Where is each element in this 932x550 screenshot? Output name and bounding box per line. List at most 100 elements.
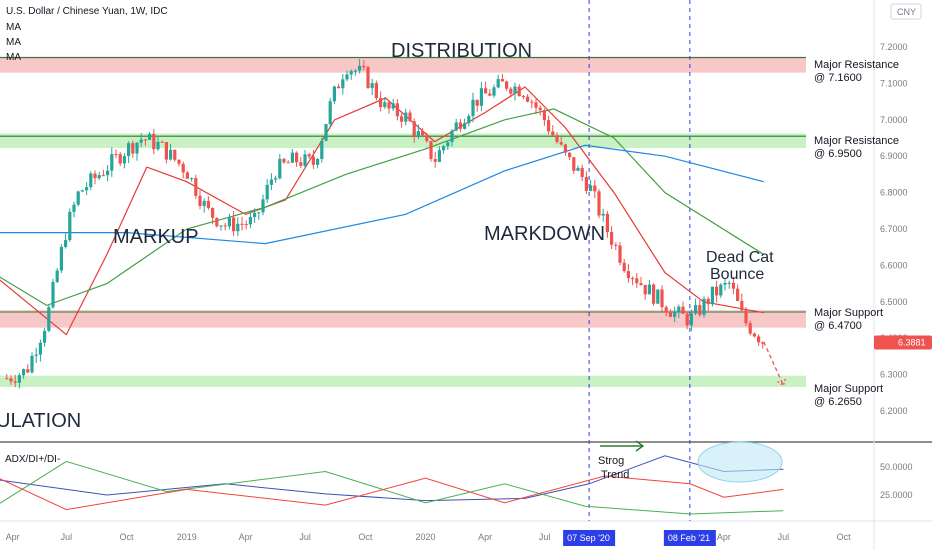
candle-body [244,224,248,226]
candle-body [631,278,635,280]
candle-body [534,102,538,108]
candle-body [274,178,278,180]
candle-body [580,167,584,178]
candle-body [685,313,689,326]
candle-body [475,99,479,106]
candle-body [13,381,17,383]
candle-body [110,154,114,171]
time-tick-label: Jul [778,532,790,542]
candle-body [366,67,370,88]
candle-body [122,156,127,164]
candle-body [450,130,454,143]
candle-body [169,149,173,160]
candle-body [597,191,601,216]
candle-body [660,289,664,308]
candle-body [131,143,135,154]
candle-body [656,289,660,304]
candle-body [425,135,429,142]
candle-body [698,305,702,315]
candle-body [299,162,303,166]
candle-body [34,354,38,356]
time-tick-label: Jul [61,532,73,542]
phase-label-markup: MARKUP [113,226,199,248]
candle-body [400,116,404,122]
candle-body [715,286,719,296]
candle-body [370,83,374,88]
candle-body [51,282,55,308]
candle-body [261,199,265,213]
candle-body [26,369,30,373]
candle-body [517,86,521,97]
candle-body [572,157,576,171]
candle-body [416,131,421,136]
candle-body [59,246,64,271]
candle-body [521,96,526,98]
candle-body [181,163,185,173]
adx-axis: 50.0000 25.0000 [880,462,913,500]
projection-line [763,341,785,386]
time-tick-label: Apr [478,532,492,542]
candle-body [135,142,139,154]
price-tick-label: 6.3000 [880,370,908,380]
candle-body [538,107,542,111]
price-tick-label: 6.7000 [880,224,908,234]
phase-label-bounce: Bounce [710,266,764,283]
candle-body [652,284,656,304]
candle-body [76,191,80,205]
candle-body [320,140,324,160]
candle-body [626,271,631,279]
candle-body [127,143,131,157]
time-tick-label: Apr [239,532,253,542]
candle-body [139,139,143,143]
candle-body [723,282,727,285]
candle-body [467,116,471,124]
zone-label-value: @ 7.1600 [814,72,862,84]
candle-body [286,162,290,164]
zone-label-name: Major Resistance [814,59,899,71]
price-tick-label: 7.1000 [880,78,908,88]
candle-body [223,225,227,227]
candle-body [479,88,484,106]
candle-body [731,282,736,289]
candle-body [177,159,181,164]
candle-body [689,313,694,326]
ma-line-3 [0,144,764,245]
candle-body [509,88,513,94]
candle-body [559,142,563,145]
candle-body [664,307,668,313]
candle-body [513,86,517,94]
candle-body [85,187,89,191]
candle-body [383,102,387,107]
resistance-zone-7-16 [0,56,806,73]
candle-body [488,93,492,96]
candle-body [337,86,341,89]
support-zone-6-47 [0,310,806,328]
currency-badge[interactable] [890,3,922,20]
adx-line-diminus [0,475,784,511]
candle-body [47,307,51,331]
candle-body [589,185,593,191]
adx-tick-label: 50.0000 [880,462,913,472]
candle-body [206,200,211,208]
candle-body [605,213,610,233]
candle-body [353,70,358,72]
price-tick-label: 6.6000 [880,260,908,270]
candle-body [530,101,534,103]
candle-body [614,244,618,246]
candle-body [332,86,337,102]
candle-body [463,123,467,129]
candle-body [568,152,572,158]
candle-body [269,179,274,185]
candle-body [551,131,555,136]
marker-tag-text: 08 Feb '21 [668,533,710,543]
candle-body [295,152,299,163]
candle-body [584,177,589,191]
last-price-tag [874,335,932,350]
candle-body [694,305,698,314]
candle-body [500,79,505,82]
candle-body [433,159,437,162]
candle-body [563,144,568,153]
adx-annotation-line1: Strog [598,455,624,467]
candle-body [240,223,244,225]
